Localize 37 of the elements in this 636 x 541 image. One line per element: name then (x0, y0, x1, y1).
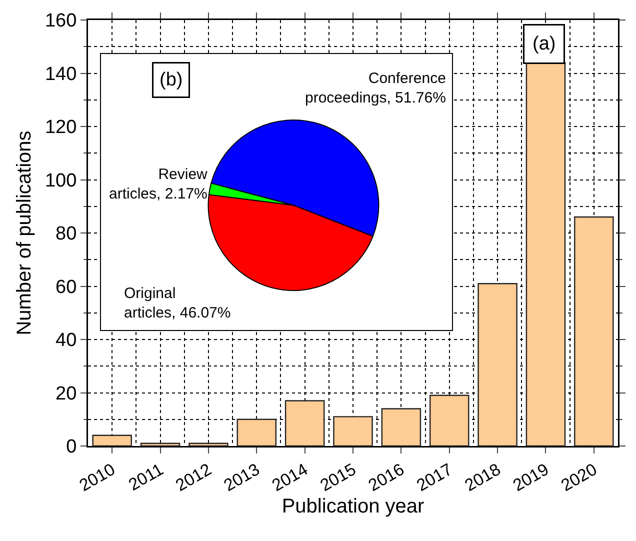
y-tick-label: 160 (44, 10, 77, 32)
bar (478, 282, 518, 446)
bar (429, 394, 470, 446)
bar (236, 418, 277, 446)
slice-label: Review articles, 2.17% (109, 166, 208, 202)
x-tick-label: 2018 (462, 460, 504, 496)
y-tick-label: 20 (56, 383, 77, 404)
y-tick-label: 80 (56, 224, 77, 245)
y-tick-label: 100 (44, 170, 77, 192)
x-tick-label: 2016 (365, 460, 408, 496)
y-tick-label: 60 (56, 276, 77, 298)
annotation: (b) (160, 70, 183, 90)
x-axis-title: Publication year (282, 495, 424, 518)
x-tick-label: 2017 (413, 460, 456, 496)
x-tick-label: 2010 (76, 460, 118, 496)
x-tick-label: 2013 (220, 460, 263, 496)
y-tick-label: 140 (44, 64, 77, 85)
bar (284, 400, 325, 446)
x-tick-label: 2014 (268, 460, 312, 496)
bar (188, 442, 228, 446)
annotation: (a) (532, 34, 556, 54)
bar (333, 416, 373, 446)
y-axis-title: Number of publications (14, 130, 36, 336)
slice-label: Original articles, 46.07% (124, 285, 231, 322)
bar (140, 442, 180, 446)
y-tick-label: 40 (56, 330, 77, 352)
x-tick-label: 2015 (316, 460, 360, 496)
y-tick-label: 0 (66, 436, 77, 458)
x-tick-label: 2011 (125, 460, 167, 495)
x-tick-label: 2019 (510, 460, 552, 496)
x-tick-label: 2020 (558, 460, 600, 496)
bar (92, 434, 132, 446)
y-tick-label: 120 (44, 117, 77, 138)
bar (574, 216, 614, 446)
slice-label: Conference proceedings, 51.76% (305, 70, 446, 106)
x-tick-label: 2012 (172, 460, 215, 496)
bar (381, 408, 422, 446)
